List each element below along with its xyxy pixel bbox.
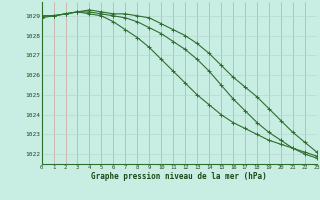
X-axis label: Graphe pression niveau de la mer (hPa): Graphe pression niveau de la mer (hPa) (91, 172, 267, 181)
